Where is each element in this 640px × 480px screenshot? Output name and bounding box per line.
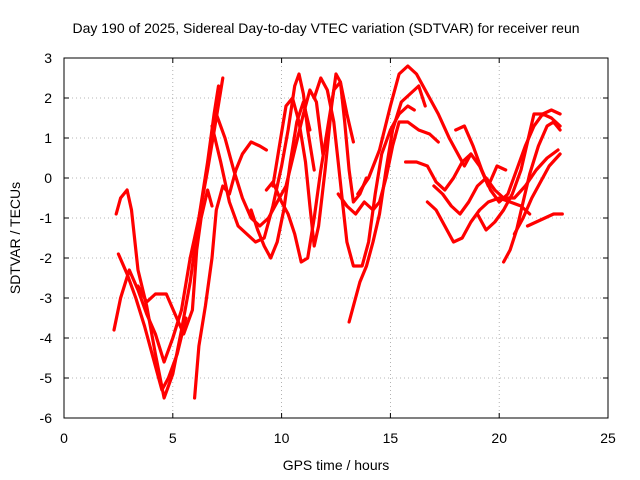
series-track-18 [454,112,562,204]
series-track-10 [264,80,369,264]
grid-lines [64,58,608,418]
y-tick-label: -3 [40,290,53,306]
series-track-20 [502,120,562,264]
series-track-1 [112,76,225,364]
series-track-17 [432,148,560,216]
series-track-8 [249,100,312,260]
x-tick-label: 20 [491,430,507,446]
x-tick-label: 10 [274,430,290,446]
x-tick-label: 25 [600,430,616,446]
series-track-4 [136,188,214,336]
chart-title: Day 190 of 2025, Sidereal Day-to-day VTE… [72,20,579,36]
y-tick-label: -6 [40,410,53,426]
data-series-layer [112,64,564,400]
series-track-6 [210,72,316,244]
y-axis-ticks: 3 2 1 0 -1 -2 -3 -4 -5 -6 [40,50,608,426]
x-tick-label: 0 [60,430,68,446]
series-track-16 [425,196,532,244]
x-axis-ticks: 0 5 10 15 20 25 [60,58,616,446]
plot-area-frame [63,57,609,419]
series-track-9 [271,72,355,248]
y-axis-label: SDTVAR / TECUs [7,182,23,294]
series-track-3 [116,252,188,392]
series-track-21 [512,152,562,236]
y-tick-label: 0 [44,170,52,186]
series-track-13 [336,120,440,216]
x-tick-label: 5 [169,430,177,446]
x-axis-label: GPS time / hours [283,457,390,473]
series-track-7 [214,88,325,228]
x-tick-label: 15 [383,430,399,446]
series-track-14 [356,64,473,196]
y-tick-label: -4 [40,330,53,346]
y-tick-label: -2 [40,250,53,266]
y-tick-label: 2 [44,90,52,106]
y-tick-label: 3 [44,50,52,66]
series-track-22 [525,212,564,228]
y-tick-label: 1 [44,130,52,146]
y-tick-label: -5 [40,370,53,386]
series-track-2 [114,84,221,400]
y-tick-label: -1 [40,210,53,226]
series-track-19 [475,108,562,232]
